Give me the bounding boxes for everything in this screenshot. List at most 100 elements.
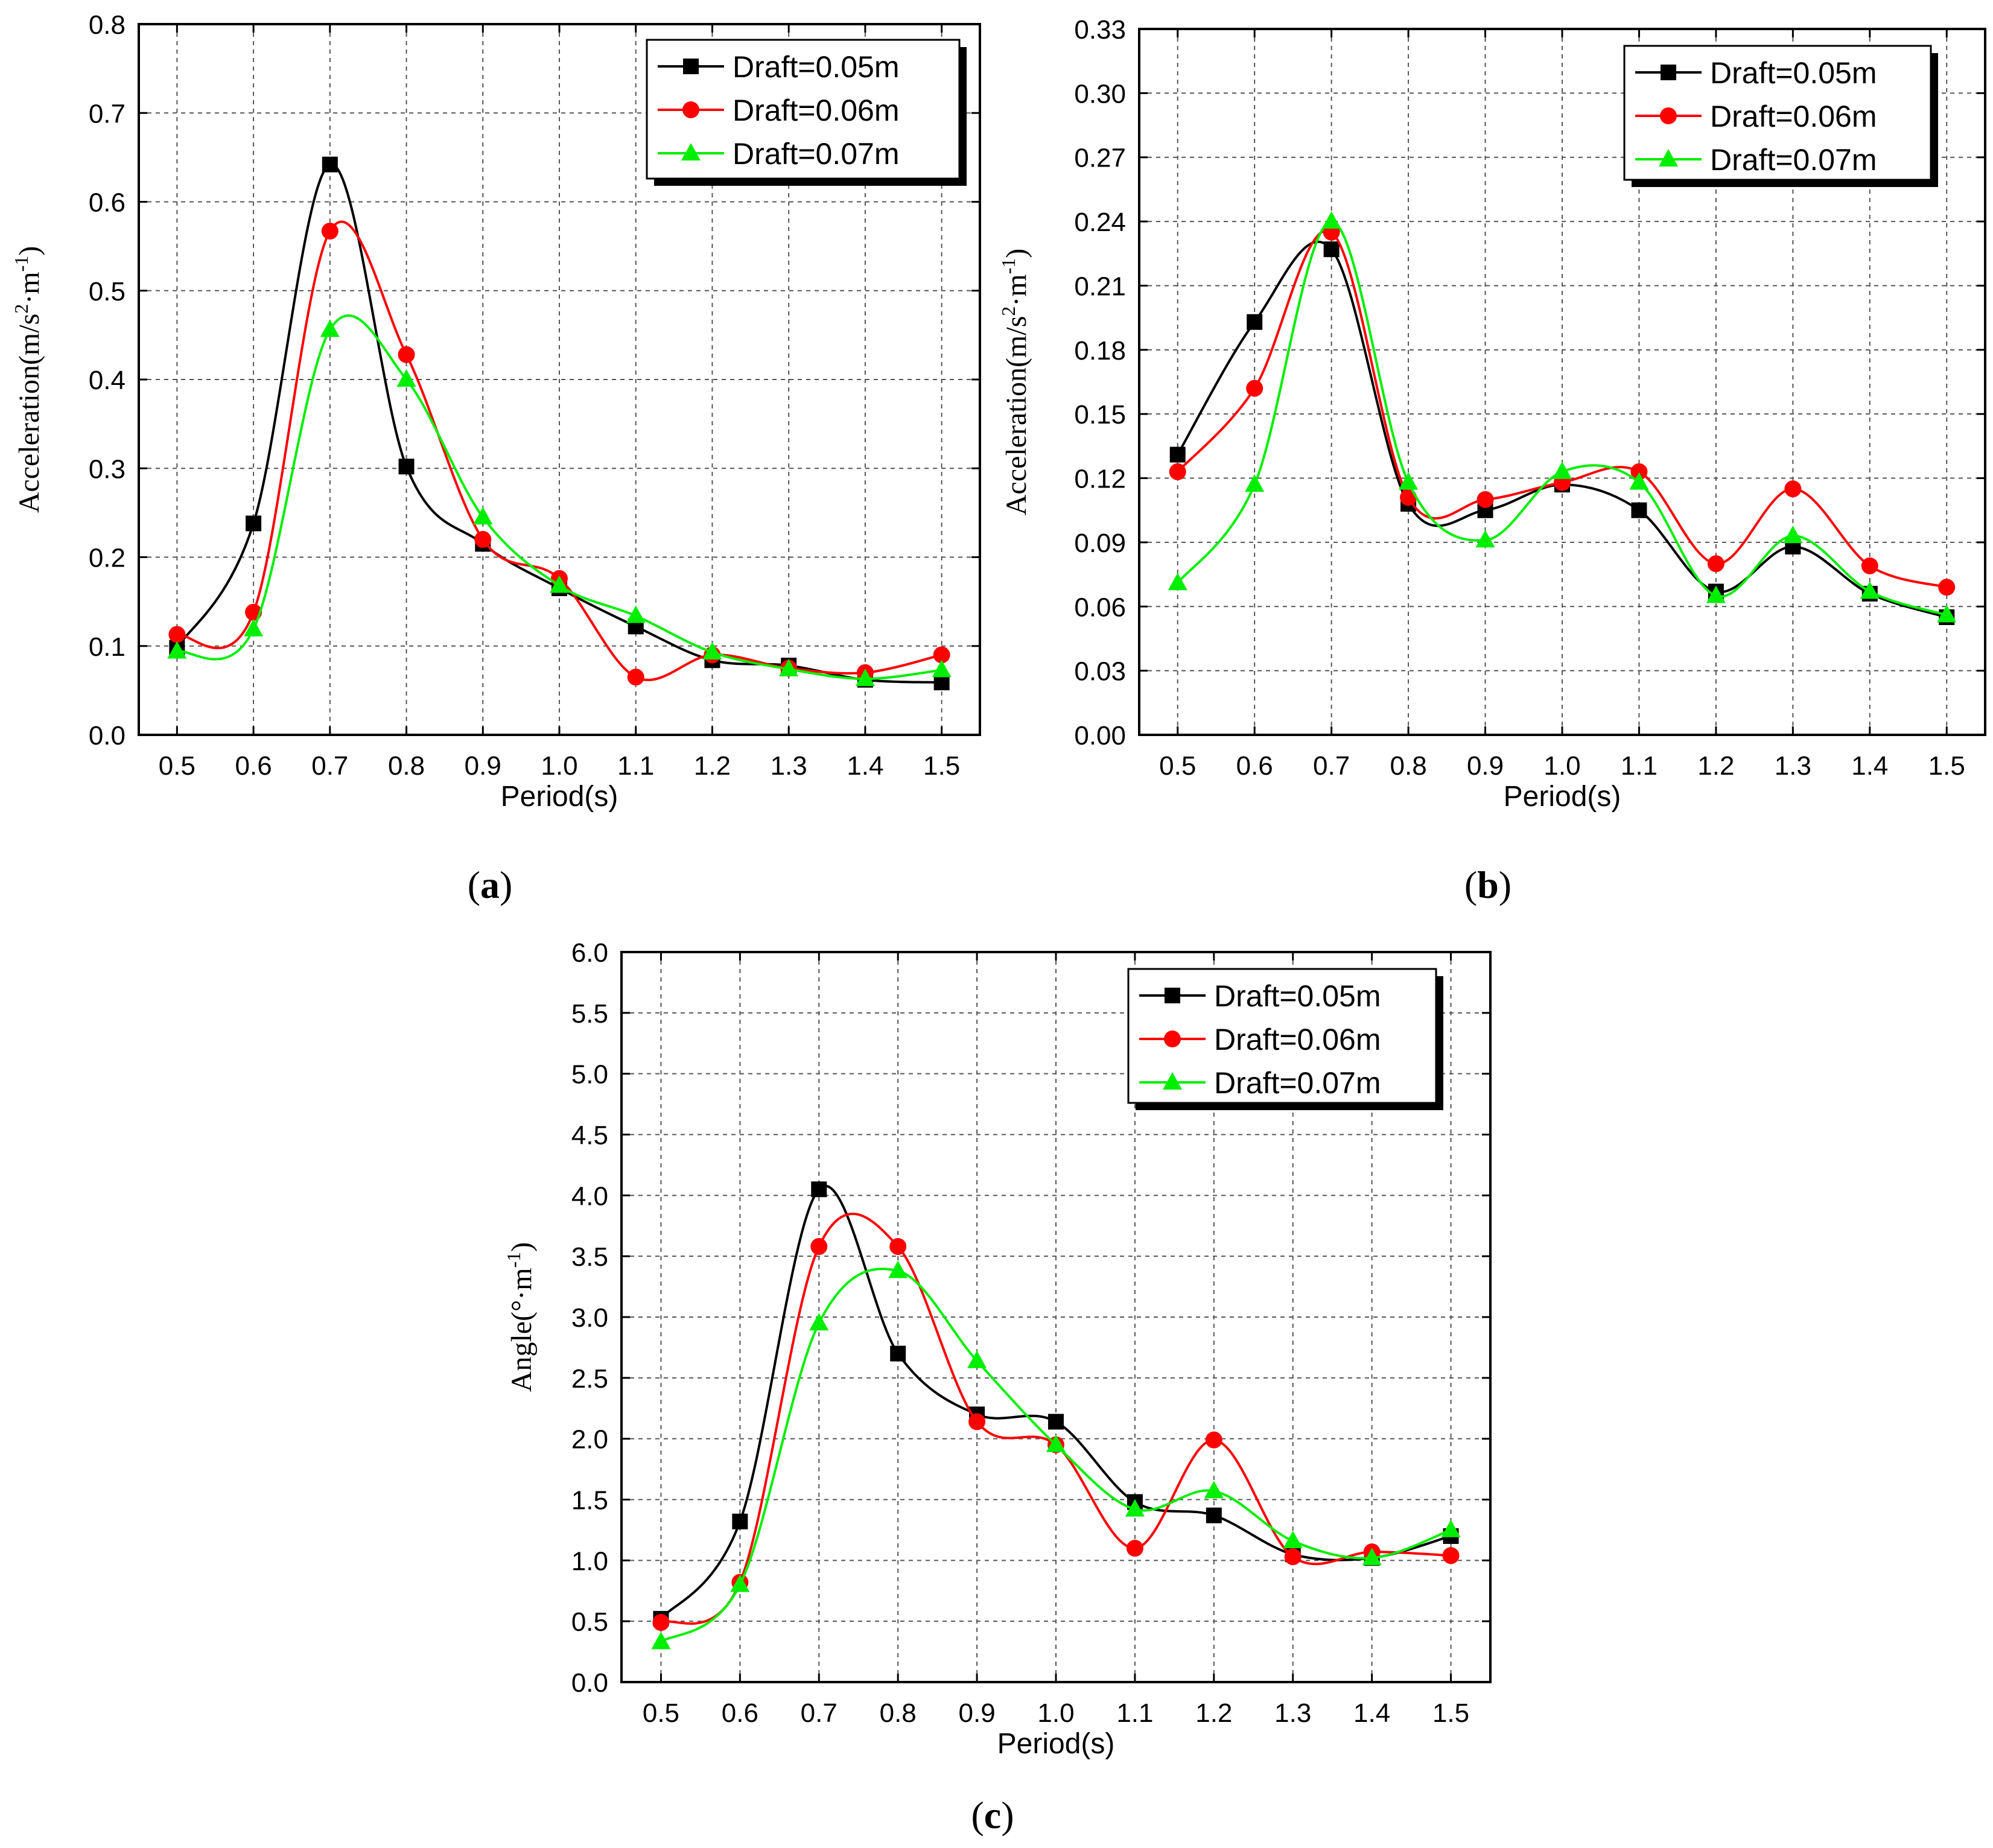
panel-label-paren: ( bbox=[468, 863, 480, 906]
data-point bbox=[626, 605, 646, 623]
data-point bbox=[1476, 491, 1494, 508]
y-tick-label: 0.8 bbox=[89, 10, 126, 40]
x-tick-label: 1.5 bbox=[923, 751, 960, 781]
data-point bbox=[730, 1574, 750, 1592]
x-tick-label: 1.3 bbox=[1775, 751, 1811, 781]
x-tick-label: 0.6 bbox=[1236, 751, 1273, 781]
data-point bbox=[732, 1513, 748, 1529]
y-tick-label: 4.0 bbox=[571, 1181, 608, 1211]
data-point bbox=[1246, 379, 1264, 397]
data-point bbox=[168, 626, 186, 643]
y-tick-label: 0.5 bbox=[571, 1607, 608, 1637]
x-tick-label: 0.9 bbox=[465, 751, 501, 781]
x-tick-label: 1.0 bbox=[1543, 751, 1580, 781]
legend-label: Draft=0.07m bbox=[1710, 143, 1877, 177]
y-tick-label: 0.6 bbox=[89, 188, 126, 218]
y-axis-title: Angle(°·m-1) bbox=[503, 1242, 538, 1392]
y-tick-label: 6.0 bbox=[571, 938, 608, 968]
data-point bbox=[1125, 1499, 1145, 1517]
data-point bbox=[1441, 1519, 1461, 1537]
x-tick-label: 1.4 bbox=[1353, 1698, 1390, 1728]
x-tick-label: 0.5 bbox=[1159, 751, 1196, 781]
y-tick-label: 4.5 bbox=[571, 1121, 608, 1151]
y-tick-label: 0.27 bbox=[1074, 144, 1126, 173]
y-axis-title-part: ) bbox=[1000, 249, 1032, 258]
data-point bbox=[779, 659, 799, 677]
legend: Draft=0.05m Draft=0.06m Draft=0.07m bbox=[1127, 968, 1443, 1110]
data-point bbox=[967, 1350, 987, 1368]
legend-label: Draft=0.06m bbox=[733, 94, 900, 127]
data-point bbox=[1204, 1481, 1224, 1499]
y-tick-label: 0.18 bbox=[1074, 336, 1126, 366]
data-point bbox=[652, 1614, 670, 1631]
legend-marker bbox=[1659, 149, 1678, 167]
x-tick-label: 0.7 bbox=[801, 1698, 838, 1728]
panel-label: (c) bbox=[971, 1794, 1014, 1837]
legend-marker bbox=[682, 101, 699, 118]
y-tick-label: 0.06 bbox=[1074, 592, 1126, 622]
data-point bbox=[1245, 474, 1265, 492]
chart-c: 0.5 0.6 0.7 0.8 0.9 1.0 1.1 1.2 1.3 1.4 1.5 0.0 0.5 1… bbox=[503, 938, 1492, 1837]
y-axis-title-part: Angle(°·m bbox=[506, 1268, 538, 1392]
series-3 bbox=[1168, 211, 1957, 623]
x-tick-label: 0.8 bbox=[1390, 751, 1427, 781]
series-3 bbox=[651, 1260, 1461, 1650]
panel-label-paren: ( bbox=[971, 1794, 984, 1837]
legend-marker bbox=[1660, 107, 1677, 124]
y-tick-label: 0.1 bbox=[89, 632, 126, 662]
legend-marker bbox=[1661, 65, 1676, 80]
data-point bbox=[1284, 1548, 1302, 1566]
x-tick-label: 1.0 bbox=[541, 751, 577, 781]
data-point bbox=[890, 1345, 906, 1362]
x-axis-title: Period(s) bbox=[997, 1728, 1115, 1760]
data-point bbox=[1247, 314, 1263, 330]
data-point bbox=[809, 1313, 829, 1331]
x-tick-label: 1.3 bbox=[1274, 1698, 1311, 1728]
legend-marker bbox=[683, 59, 699, 74]
y-axis-title-superscript: -1 bbox=[503, 1252, 524, 1268]
x-tick-label: 0.5 bbox=[643, 1698, 679, 1728]
y-tick-label: 0.5 bbox=[89, 277, 126, 306]
y-axis-title-superscript: -1 bbox=[10, 256, 32, 272]
panel-label-paren: ) bbox=[1499, 863, 1511, 906]
data-point bbox=[627, 668, 644, 686]
chart-b: 0.5 0.6 0.7 0.8 0.9 1.0 1.1 1.2 1.3 1.4 1.5 0.00 0.0… bbox=[997, 15, 1986, 906]
x-tick-label: 0.9 bbox=[959, 1698, 996, 1728]
x-tick-label: 1.2 bbox=[1697, 751, 1734, 781]
data-point bbox=[855, 668, 875, 687]
y-axis-title-part: Acceleration(m/s bbox=[13, 314, 45, 513]
y-tick-label: 1.5 bbox=[571, 1486, 608, 1516]
legend-label: Draft=0.07m bbox=[1214, 1066, 1381, 1100]
data-point bbox=[1707, 555, 1724, 573]
data-point bbox=[322, 156, 338, 173]
legend-marker bbox=[1164, 1030, 1181, 1047]
x-tick-label: 1.0 bbox=[1037, 1698, 1074, 1728]
panel-label-paren: ) bbox=[500, 863, 512, 906]
x-tick-label: 0.6 bbox=[722, 1698, 758, 1728]
y-tick-label: 0.30 bbox=[1074, 79, 1126, 109]
data-point bbox=[1126, 1540, 1143, 1557]
data-point bbox=[1321, 211, 1341, 229]
data-point bbox=[968, 1413, 986, 1430]
data-point bbox=[321, 223, 339, 240]
data-point bbox=[1168, 573, 1187, 591]
x-tick-label: 0.7 bbox=[311, 751, 348, 781]
y-axis-title-part: ) bbox=[13, 246, 45, 256]
data-point bbox=[1475, 530, 1495, 548]
legend-label: Draft=0.06m bbox=[1710, 100, 1877, 133]
y-tick-label: 5.0 bbox=[571, 1060, 608, 1090]
panel-label: (a) bbox=[468, 863, 513, 906]
x-tick-label: 1.1 bbox=[1116, 1698, 1153, 1728]
panel-label-paren: ( bbox=[1464, 863, 1477, 906]
x-tick-label: 1.2 bbox=[1195, 1698, 1232, 1728]
y-axis-title: Acceleration(m/s2·m-1) bbox=[10, 246, 45, 513]
data-point bbox=[811, 1181, 827, 1198]
panel-label-letter: c bbox=[984, 1794, 1001, 1837]
data-point bbox=[933, 646, 950, 664]
panel-label-paren: ) bbox=[1001, 1794, 1014, 1837]
data-point bbox=[398, 346, 415, 363]
x-tick-label: 1.5 bbox=[1432, 1698, 1469, 1728]
legend-label: Draft=0.05m bbox=[733, 50, 900, 84]
legend-marker bbox=[681, 143, 701, 160]
